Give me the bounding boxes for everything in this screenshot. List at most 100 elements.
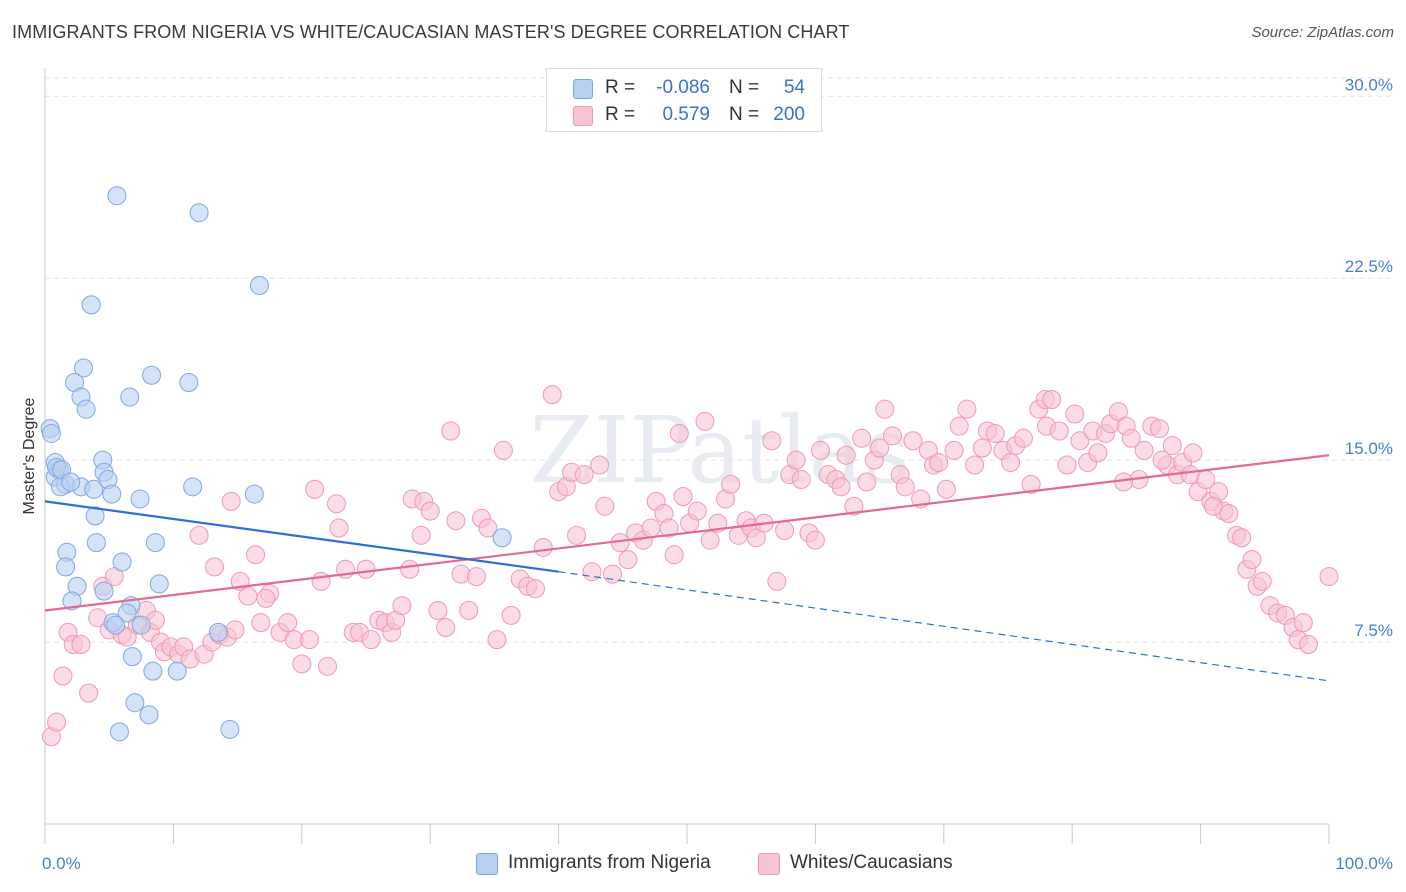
data-point-nigeria [117, 603, 137, 623]
data-point-nigeria [167, 661, 187, 681]
data-point-nigeria [143, 661, 163, 681]
data-point-whites [305, 479, 325, 499]
data-point-whites [903, 431, 923, 451]
trend-line-nigeria-extension [558, 571, 1330, 682]
data-point-nigeria [56, 557, 76, 577]
data-point-whites [487, 630, 507, 650]
trend-line-nigeria [44, 500, 559, 573]
data-point-nigeria [189, 203, 209, 223]
data-point-whites [317, 656, 337, 676]
data-point-nigeria [120, 387, 140, 407]
data-point-nigeria [94, 581, 114, 601]
legend-row-whites: R = 0.579 N = 200 [547, 102, 821, 128]
data-point-whites [595, 496, 615, 516]
data-point-whites [466, 567, 486, 587]
data-point-nigeria [86, 533, 106, 553]
data-point-nigeria [112, 552, 132, 572]
series-immigrants-from-nigeria [40, 186, 512, 742]
data-point-whites [251, 613, 271, 633]
data-point-whites [1298, 634, 1318, 654]
y-tick-label: 15.0% [1345, 439, 1393, 458]
data-point-whites [1013, 428, 1033, 448]
data-point-whites [326, 494, 346, 514]
data-point-nigeria [109, 722, 129, 742]
data-point-whites [356, 559, 376, 579]
data-point-whites [117, 627, 137, 647]
x-tick-label: 100.0% [1335, 854, 1393, 873]
legend-row-nigeria: R = -0.086 N = 54 [547, 75, 821, 101]
trend-lines [44, 454, 1330, 682]
data-point-nigeria [492, 528, 512, 548]
data-point-whites [965, 455, 985, 475]
data-point-whites [204, 557, 224, 577]
x-tick-label: 0.0% [42, 854, 81, 873]
data-point-whites [875, 399, 895, 419]
data-point-whites [459, 601, 479, 621]
data-point-whites [1319, 567, 1339, 587]
data-point-whites [882, 426, 902, 446]
data-point-whites [525, 579, 545, 599]
data-point-whites [936, 479, 956, 499]
trend-line-whites [44, 454, 1330, 612]
r-label: R = [605, 77, 636, 98]
data-point-whites [189, 525, 209, 545]
data-point-nigeria [149, 574, 169, 594]
data-point-whites [246, 545, 266, 565]
data-point-nigeria [139, 705, 159, 725]
legend-swatch-whites [758, 853, 780, 875]
data-point-nigeria [130, 489, 150, 509]
legend-label-nigeria: Immigrants from Nigeria [508, 852, 711, 873]
data-point-whites [1293, 613, 1313, 633]
source-label: Source: ZipAtlas.com [1251, 24, 1394, 41]
data-point-whites [844, 496, 864, 516]
data-point-whites [1065, 404, 1085, 424]
data-point-whites [673, 487, 693, 507]
data-point-nigeria [74, 358, 94, 378]
data-point-nigeria [62, 591, 82, 611]
data-point-nigeria [131, 615, 151, 635]
data-point-whites [1203, 496, 1223, 516]
data-point-whites [533, 537, 553, 557]
legend-label-whites: Whites/Caucasians [790, 852, 953, 873]
data-point-whites [1042, 389, 1062, 409]
data-point-whites [441, 421, 461, 441]
data-point-whites [929, 453, 949, 473]
data-point-nigeria [76, 399, 96, 419]
data-point-whites [1070, 431, 1090, 451]
data-point-whites [870, 438, 890, 458]
data-point-whites [1134, 440, 1154, 460]
data-point-whites [71, 634, 91, 654]
data-point-whites [1242, 550, 1262, 570]
data-point-whites [721, 474, 741, 494]
data-point-nigeria [107, 186, 127, 206]
data-point-whites [985, 423, 1005, 443]
y-tick-label: 22.5% [1345, 257, 1393, 276]
data-point-nigeria [84, 479, 104, 499]
data-point-whites [659, 518, 679, 538]
data-point-whites [329, 518, 349, 538]
data-point-whites [786, 450, 806, 470]
data-point-whites [805, 530, 825, 550]
data-point-nigeria [122, 647, 142, 667]
data-point-whites [278, 613, 298, 633]
data-point-whites [664, 545, 684, 565]
data-point-whites [972, 438, 992, 458]
data-point-nigeria [125, 693, 145, 713]
data-point-whites [79, 683, 99, 703]
data-point-nigeria [102, 484, 122, 504]
data-point-whites [1088, 443, 1108, 463]
chart-title: IMMIGRANTS FROM NIGERIA VS WHITE/CAUCASI… [12, 22, 850, 42]
tick-labels: 7.5% 15.0% 22.5% 30.0% 0.0% 100.0% [42, 75, 1393, 873]
data-point-whites [695, 411, 715, 431]
y-tick-label: 7.5% [1354, 621, 1393, 640]
legend-swatch-nigeria [476, 853, 498, 875]
data-point-nigeria [179, 373, 199, 393]
legend-swatch-whites [573, 106, 593, 126]
data-point-whites [944, 440, 964, 460]
data-point-whites [428, 601, 448, 621]
data-point-whites [221, 491, 241, 511]
n-value: 200 [773, 104, 805, 125]
data-point-whites [311, 571, 331, 591]
data-point-whites [392, 596, 412, 616]
